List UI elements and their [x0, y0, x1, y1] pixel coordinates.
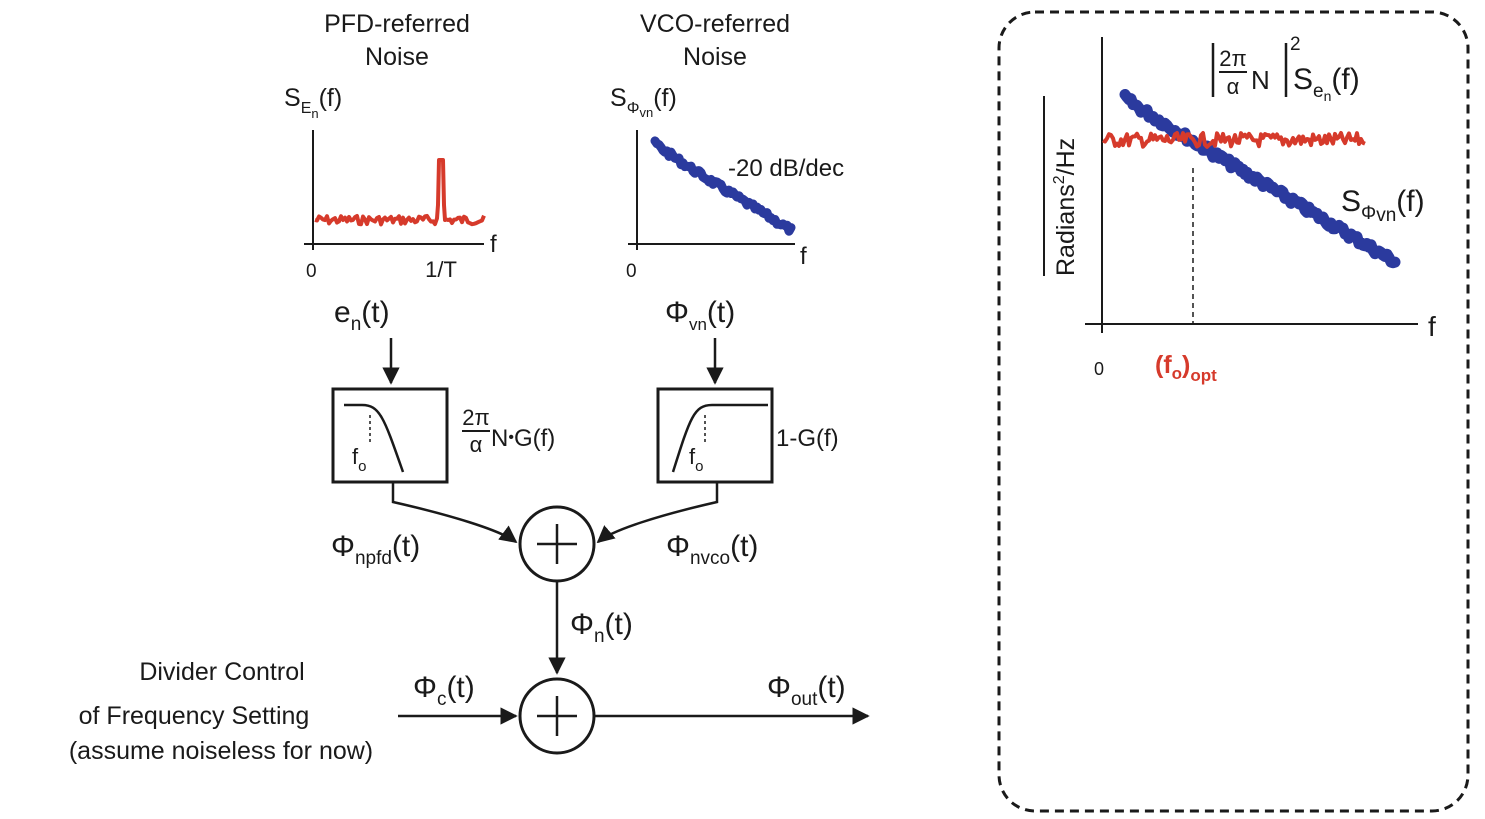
combined-noise-panel: f 0 Radians2/Hz (fo)opt 2π α N 2 Sen( — [997, 10, 1470, 813]
svg-text:N•G(f): N•G(f) — [491, 425, 555, 452]
svg-text:α: α — [470, 432, 483, 457]
pfd-noise-trace — [314, 158, 486, 227]
vco-noise-signal-label: Φvn(t) — [665, 296, 735, 334]
output-phase-label: Φout(t) — [767, 671, 846, 710]
output-summing-junction — [518, 677, 596, 755]
pfd-noise-section: PFD-referred Noise SEn(f) f 0 1/T — [284, 10, 497, 282]
panel-origin-label: 0 — [1094, 359, 1104, 379]
panel-y-axis-label: Radians2/Hz — [1043, 96, 1080, 276]
optimal-corner-label: (fo)opt — [1155, 351, 1217, 385]
pfd-title-line1: PFD-referred — [324, 10, 470, 38]
svg-text:2π: 2π — [1219, 46, 1246, 71]
divider-note-line2: of Frequency Setting — [79, 702, 310, 730]
total-noise-label: Φn(t) — [570, 608, 633, 647]
panel-vco-curve-label: SΦvn(f) — [1341, 185, 1425, 226]
svg-text:Radians2/Hz: Radians2/Hz — [1051, 138, 1080, 276]
pfd-filter-gain-label: 2π α N•G(f) — [462, 405, 555, 457]
pfd-x-axis-label: f — [490, 231, 497, 258]
vco-filter-output-label: Φnvco(t) — [666, 530, 758, 569]
svg-text:Sen(f): Sen(f) — [1293, 63, 1360, 104]
panel-pfd-curve-label: 2π α N 2 Sen(f) — [1211, 34, 1360, 104]
pfd-lowpass-filter-block: fo — [331, 387, 449, 484]
pfd-filter-output-wire — [391, 482, 518, 544]
vco-x-axis-label: f — [800, 243, 807, 270]
vco-noise-trace — [650, 136, 796, 236]
pll-noise-block-diagram: en(t) Φvn(t) fo 2π α N•G(f) — [69, 296, 870, 765]
pfd-origin-label: 0 — [306, 261, 317, 282]
vco-noise-section: VCO-referred Noise SΦvn(f) f 0 -20 dB/de… — [610, 10, 844, 282]
pfd-filter-corner-label: fo — [352, 444, 366, 475]
pfd-psd-label: SEn(f) — [284, 84, 342, 121]
lowpass-response-icon — [344, 403, 405, 473]
divider-note-line1: Divider Control — [139, 658, 304, 686]
pfd-filter-output-label: Φnpfd(t) — [331, 530, 420, 569]
panel-vco-noise-trace — [1119, 89, 1401, 269]
highpass-response-icon — [671, 403, 768, 473]
noise-summing-junction — [518, 505, 596, 583]
vco-title-line1: VCO-referred — [640, 10, 790, 38]
svg-text:α: α — [1227, 74, 1240, 99]
control-phase-label: Φc(t) — [413, 671, 475, 710]
svg-text:2π: 2π — [462, 405, 489, 430]
dashed-panel-border — [997, 10, 1470, 813]
vco-slope-label: -20 dB/dec — [728, 155, 844, 182]
vco-origin-label: 0 — [626, 261, 637, 282]
vco-title-line2: Noise — [683, 43, 747, 71]
vco-filter-corner-label: fo — [689, 444, 703, 475]
vco-filter-gain-label: 1-G(f) — [776, 425, 839, 452]
pfd-title-line2: Noise — [365, 43, 429, 71]
svg-text:2: 2 — [1290, 34, 1301, 55]
pfd-noise-signal-label: en(t) — [334, 296, 390, 335]
pfd-spur-label: 1/T — [425, 257, 457, 282]
panel-pfd-noise-trace — [1102, 131, 1366, 149]
vco-filter-output-wire — [596, 482, 719, 544]
divider-note-line3: (assume noiseless for now) — [69, 737, 373, 765]
svg-text:N: N — [1251, 65, 1270, 95]
vco-psd-label: SΦvn(f) — [610, 84, 677, 120]
vco-highpass-filter-block: fo — [656, 387, 774, 484]
panel-x-axis-label: f — [1428, 311, 1436, 342]
